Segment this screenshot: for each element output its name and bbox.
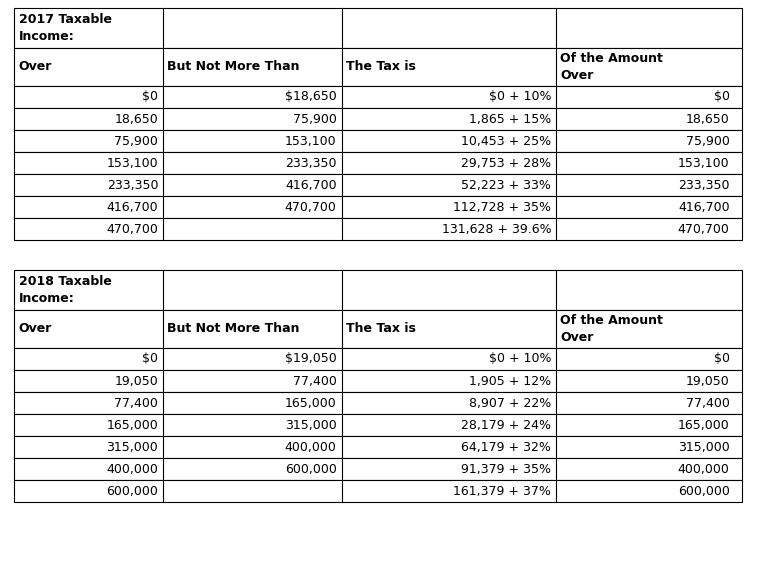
- Bar: [14, 130, 742, 152]
- Text: Of the Amount
Over: Of the Amount Over: [561, 52, 664, 82]
- Text: $0: $0: [142, 90, 158, 104]
- Text: 161,379 + 37%: 161,379 + 37%: [453, 485, 551, 498]
- Bar: [14, 86, 742, 108]
- Text: 600,000: 600,000: [285, 462, 336, 475]
- Text: 416,700: 416,700: [678, 200, 730, 213]
- Text: 2017 Taxable
Income:: 2017 Taxable Income:: [19, 13, 112, 43]
- Text: 8,907 + 22%: 8,907 + 22%: [469, 397, 551, 410]
- Text: 77,400: 77,400: [686, 397, 730, 410]
- Text: Over: Over: [18, 322, 51, 336]
- Bar: [14, 174, 742, 196]
- Bar: [14, 218, 742, 240]
- Bar: [14, 270, 742, 310]
- Text: Of the Amount
Over: Of the Amount Over: [561, 314, 664, 344]
- Text: 165,000: 165,000: [285, 397, 336, 410]
- Text: The Tax is: The Tax is: [346, 322, 415, 336]
- Bar: [14, 48, 742, 86]
- Text: 1,905 + 12%: 1,905 + 12%: [469, 374, 551, 387]
- Text: 153,100: 153,100: [678, 156, 730, 169]
- Text: 600,000: 600,000: [678, 485, 730, 498]
- Text: 315,000: 315,000: [285, 418, 336, 431]
- Text: 165,000: 165,000: [107, 418, 158, 431]
- Bar: [14, 348, 742, 370]
- Text: 28,179 + 24%: 28,179 + 24%: [462, 418, 551, 431]
- Text: 19,050: 19,050: [114, 374, 158, 387]
- Text: 233,350: 233,350: [107, 179, 158, 192]
- Text: 153,100: 153,100: [285, 135, 336, 148]
- Text: 75,900: 75,900: [686, 135, 730, 148]
- Text: $19,050: $19,050: [285, 353, 336, 366]
- Text: $0 + 10%: $0 + 10%: [489, 353, 551, 366]
- Text: 233,350: 233,350: [285, 156, 336, 169]
- Text: 2018 Taxable
Income:: 2018 Taxable Income:: [19, 275, 112, 305]
- Text: $0: $0: [713, 90, 730, 104]
- Text: 75,900: 75,900: [114, 135, 158, 148]
- Text: 52,223 + 33%: 52,223 + 33%: [462, 179, 551, 192]
- Text: 400,000: 400,000: [285, 441, 336, 454]
- Bar: [14, 436, 742, 458]
- Text: 470,700: 470,700: [285, 200, 336, 213]
- Text: 112,728 + 35%: 112,728 + 35%: [453, 200, 551, 213]
- Bar: [14, 458, 742, 480]
- Text: 10,453 + 25%: 10,453 + 25%: [462, 135, 551, 148]
- Bar: [14, 196, 742, 218]
- Bar: [14, 310, 742, 348]
- Text: $18,650: $18,650: [285, 90, 336, 104]
- Text: 233,350: 233,350: [678, 179, 730, 192]
- Text: $0: $0: [713, 353, 730, 366]
- Text: 77,400: 77,400: [114, 397, 158, 410]
- Text: 416,700: 416,700: [107, 200, 158, 213]
- Bar: [14, 370, 742, 392]
- Text: But Not More Than: But Not More Than: [167, 322, 300, 336]
- Text: 91,379 + 35%: 91,379 + 35%: [462, 462, 551, 475]
- Text: 315,000: 315,000: [107, 441, 158, 454]
- Text: 64,179 + 32%: 64,179 + 32%: [462, 441, 551, 454]
- Text: $0: $0: [142, 353, 158, 366]
- Bar: [14, 414, 742, 436]
- Text: Over: Over: [18, 60, 51, 73]
- Text: 470,700: 470,700: [678, 223, 730, 236]
- Bar: [14, 8, 742, 48]
- Text: 18,650: 18,650: [114, 113, 158, 125]
- Text: 315,000: 315,000: [678, 441, 730, 454]
- Text: $0 + 10%: $0 + 10%: [489, 90, 551, 104]
- Text: 131,628 + 39.6%: 131,628 + 39.6%: [442, 223, 551, 236]
- Text: But Not More Than: But Not More Than: [167, 60, 300, 73]
- Text: 77,400: 77,400: [293, 374, 336, 387]
- Text: 1,865 + 15%: 1,865 + 15%: [469, 113, 551, 125]
- Text: 18,650: 18,650: [686, 113, 730, 125]
- Bar: [14, 392, 742, 414]
- Text: 165,000: 165,000: [678, 418, 730, 431]
- Text: 153,100: 153,100: [107, 156, 158, 169]
- Text: 19,050: 19,050: [686, 374, 730, 387]
- Text: 75,900: 75,900: [293, 113, 336, 125]
- Bar: [14, 480, 742, 502]
- Text: 416,700: 416,700: [285, 179, 336, 192]
- Text: The Tax is: The Tax is: [346, 60, 415, 73]
- Text: 470,700: 470,700: [106, 223, 158, 236]
- Text: 400,000: 400,000: [106, 462, 158, 475]
- Bar: [14, 152, 742, 174]
- Text: 600,000: 600,000: [106, 485, 158, 498]
- Text: 400,000: 400,000: [678, 462, 730, 475]
- Bar: [14, 108, 742, 130]
- Text: 29,753 + 28%: 29,753 + 28%: [462, 156, 551, 169]
